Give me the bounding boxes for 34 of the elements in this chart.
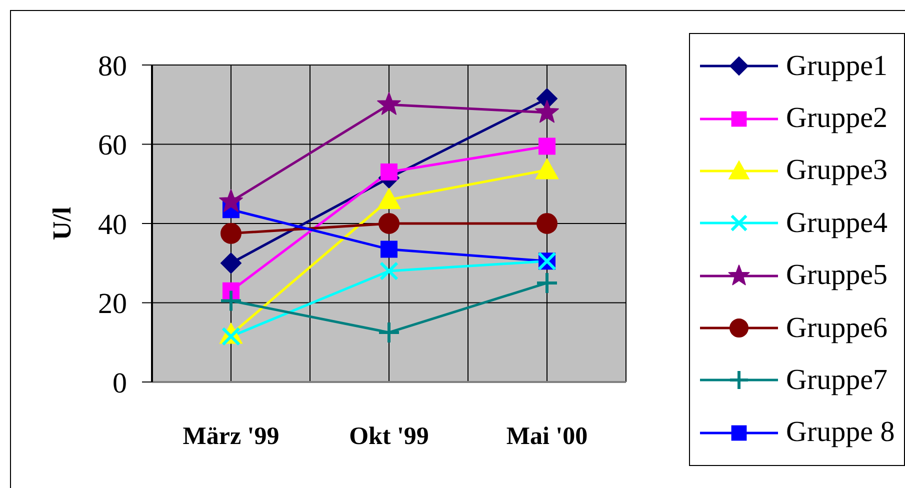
y-tick-label: 20 — [98, 288, 127, 320]
point — [380, 163, 398, 180]
point — [535, 100, 559, 123]
y-tick-label: 40 — [98, 208, 127, 241]
y-axis-title: U/l — [48, 206, 76, 240]
legend-label: Gruppe6 — [786, 312, 888, 345]
point — [538, 138, 556, 155]
legend-label: Gruppe5 — [786, 259, 888, 292]
point — [377, 92, 401, 115]
point — [220, 289, 242, 312]
point — [380, 240, 398, 258]
legend-label: Gruppe 8 — [786, 416, 895, 450]
y-tick-label: 60 — [98, 130, 127, 162]
point — [536, 271, 558, 294]
x-tick-label: März '99 — [182, 422, 280, 450]
point — [378, 188, 400, 210]
legend-label: Gruppe4 — [786, 206, 888, 240]
x-tick-label: Okt '99 — [349, 422, 429, 450]
point — [222, 282, 240, 300]
point — [536, 213, 558, 234]
point — [380, 262, 398, 281]
point — [378, 213, 400, 234]
legend-label: Gruppe2 — [786, 102, 888, 136]
point — [220, 222, 242, 244]
x-tick-label: Mai '00 — [506, 422, 588, 450]
y-tick-label: 80 — [98, 50, 127, 82]
point — [536, 158, 558, 180]
legend-label: Gruppe1 — [786, 50, 888, 83]
point — [378, 320, 400, 344]
legend-label: Gruppe7 — [786, 364, 888, 397]
point — [219, 189, 243, 212]
y-tick-label: 0 — [112, 367, 127, 400]
point — [220, 252, 242, 274]
legend-label: Gruppe3 — [786, 154, 888, 188]
